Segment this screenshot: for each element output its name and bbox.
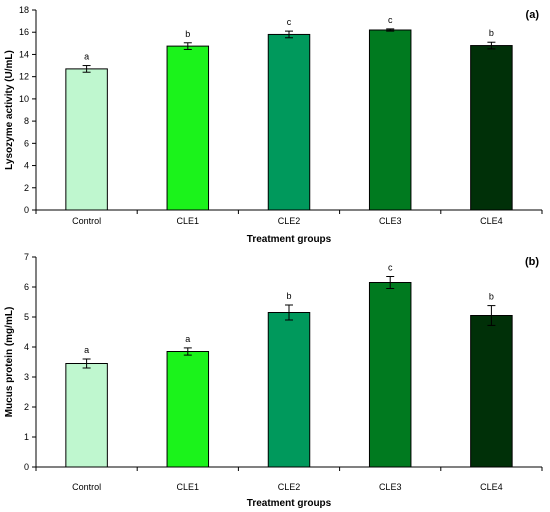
panel-0-y-tick-label: 4 <box>24 161 29 171</box>
panel-0-bar-cle4 <box>470 45 513 211</box>
panel-0-y-tick-label: 14 <box>19 49 29 59</box>
panel-1-x-axis-title: Treatment groups <box>247 498 332 509</box>
panel-0-x-tick-label: CLE1 <box>177 216 200 226</box>
panel-1-y-tick-label: 4 <box>24 342 29 352</box>
panel-1-y-tick-label: 6 <box>24 282 29 292</box>
panel-0-bar-cle3 <box>368 29 412 211</box>
panel-0-y-tick-label: 18 <box>19 5 29 15</box>
panel-1-x-tick-label: CLE2 <box>278 482 301 492</box>
panel-1-bar-control <box>65 363 108 468</box>
panel-0-significance-label: c <box>287 17 292 27</box>
panel-0-bar-cle1 <box>166 45 210 211</box>
panel-0-y-tick-label: 16 <box>19 27 29 37</box>
panel-1-y-tick-label: 7 <box>24 252 29 262</box>
panel-0-x-axis-title: Treatment groups <box>247 234 332 245</box>
panel-1-panel-label: (b) <box>525 256 539 268</box>
panel-1-x-tick-label: CLE1 <box>177 482 200 492</box>
panel-0-x-tick-label: CLE3 <box>379 216 402 226</box>
panel-0-bar-cle2 <box>267 33 311 211</box>
panel-1-significance-label: a <box>84 345 89 355</box>
panel-0-x-tick-label: CLE4 <box>480 216 503 226</box>
panel-1-bar-cle3 <box>368 282 412 468</box>
panel-0-bar-control <box>65 68 108 211</box>
panel-0-x-tick-label: CLE2 <box>278 216 301 226</box>
panel-0-significance-label: b <box>185 29 190 39</box>
panel-0-y-tick-label: 0 <box>24 205 29 215</box>
panel-1-y-tick-label: 0 <box>24 462 29 472</box>
panel-1-y-tick-label: 2 <box>24 402 29 412</box>
panel-0-y-axis-title: Lysozyme activity (U/mL) <box>4 50 15 170</box>
panel-1-bar-cle4 <box>470 315 513 468</box>
panel-1-y-tick-label: 3 <box>24 372 29 382</box>
panel-0-significance-label: c <box>388 15 393 25</box>
panel-1-y-tick-label: 1 <box>24 432 29 442</box>
panel-0-y-tick-label: 6 <box>24 138 29 148</box>
panel-0-x-tick-label: Control <box>72 216 101 226</box>
panel-1-significance-label: a <box>185 334 190 344</box>
panel-0-panel-label: (a) <box>526 9 540 21</box>
panel-1-y-tick-label: 5 <box>24 312 29 322</box>
panel-1-y-axis-title: Mucus protein (mg/mL) <box>4 307 15 418</box>
panel-0-y-tick-label: 8 <box>24 116 29 126</box>
panel-1-bar-cle1 <box>166 351 210 468</box>
panel-0-y-tick-label: 12 <box>19 72 29 82</box>
panel-1-x-tick-label: CLE3 <box>379 482 402 492</box>
panel-1-x-tick-label: Control <box>72 482 101 492</box>
panel-1-significance-label: c <box>388 263 393 273</box>
panel-0-y-tick-label: 2 <box>24 183 29 193</box>
panel-0-significance-label: b <box>489 28 494 38</box>
panel-1-significance-label: b <box>489 292 494 302</box>
panel-1-significance-label: b <box>286 291 291 301</box>
panel-1-bar-cle2 <box>267 312 311 468</box>
panel-1-x-tick-label: CLE4 <box>480 482 503 492</box>
panel-0-y-tick-label: 10 <box>19 94 29 104</box>
panel-0-significance-label: a <box>84 52 89 62</box>
